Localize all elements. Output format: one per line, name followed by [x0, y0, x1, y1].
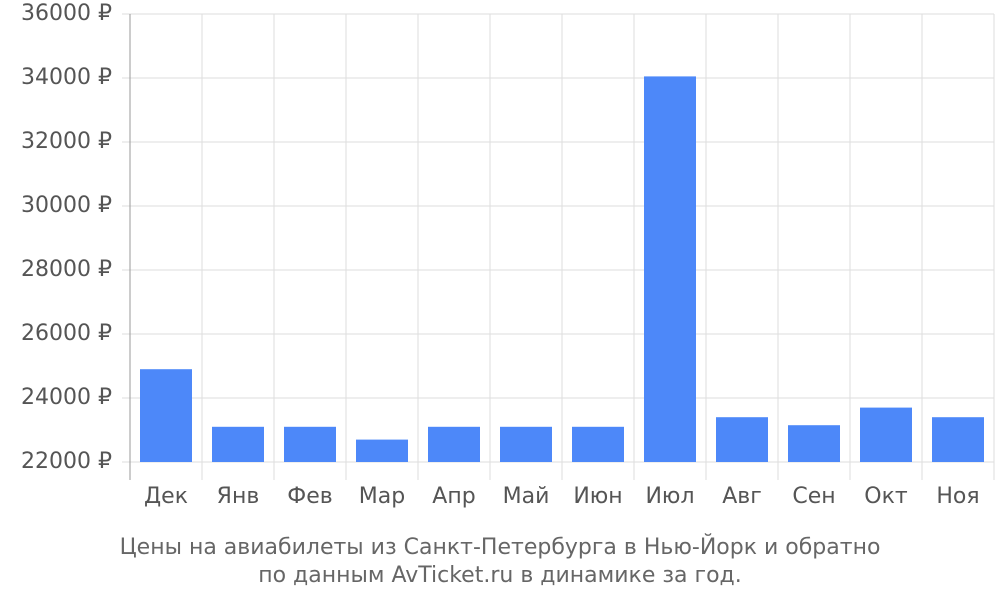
y-tick-label: 36000 ₽: [21, 1, 112, 26]
caption: Цены на авиабилеты из Санкт-Петербурга в…: [120, 534, 881, 560]
x-tick-label: Июн: [573, 484, 622, 509]
bar: [572, 426, 624, 462]
x-tick-label: Май: [503, 484, 550, 509]
x-tick-label: Апр: [432, 484, 475, 509]
x-tick-label: Авг: [722, 484, 762, 509]
bar: [716, 417, 768, 462]
x-tick-label: Янв: [217, 484, 260, 509]
x-tick-label: Сен: [792, 484, 835, 509]
bar: [428, 426, 480, 462]
y-tick-label: 24000 ₽: [21, 385, 112, 410]
x-tick-label: Дек: [144, 484, 188, 509]
y-tick-label: 28000 ₽: [21, 257, 112, 282]
bar: [788, 425, 840, 462]
x-tick-label: Окт: [864, 484, 908, 509]
x-tick-label: Фев: [287, 484, 332, 509]
caption: по данным AvTicket.ru в динамике за год.: [258, 563, 742, 588]
bar: [284, 426, 336, 462]
bar: [860, 407, 912, 462]
y-tick-label: 32000 ₽: [21, 129, 112, 154]
bar: [644, 76, 696, 463]
bar: [500, 426, 552, 462]
x-tick-label: Июл: [645, 484, 694, 509]
y-tick-label: 30000 ₽: [21, 193, 112, 218]
bar: [932, 417, 984, 462]
bar: [356, 439, 408, 462]
y-tick-label: 34000 ₽: [21, 65, 112, 90]
bar: [140, 369, 192, 462]
bar: [212, 426, 264, 462]
y-tick-label: 22000 ₽: [21, 449, 112, 474]
x-tick-label: Мар: [359, 484, 405, 509]
y-tick-label: 26000 ₽: [21, 321, 112, 346]
x-tick-label: Ноя: [936, 484, 979, 509]
